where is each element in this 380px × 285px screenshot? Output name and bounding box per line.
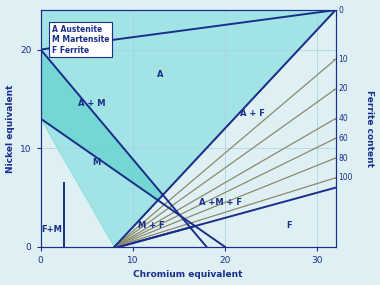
Text: 60: 60 bbox=[338, 134, 348, 143]
Text: 80: 80 bbox=[338, 154, 348, 162]
Text: A +M + F: A +M + F bbox=[199, 198, 242, 207]
Polygon shape bbox=[41, 50, 163, 200]
Text: 20: 20 bbox=[338, 84, 348, 93]
X-axis label: Chromium equivalent: Chromium equivalent bbox=[133, 270, 243, 280]
Text: 100: 100 bbox=[338, 173, 353, 182]
Text: 40: 40 bbox=[338, 114, 348, 123]
Text: 10: 10 bbox=[338, 55, 348, 64]
Y-axis label: Ferrite content: Ferrite content bbox=[366, 90, 374, 167]
Y-axis label: Nickel equivalent: Nickel equivalent bbox=[6, 84, 14, 173]
Text: F: F bbox=[287, 221, 292, 230]
Text: M: M bbox=[92, 158, 100, 168]
Text: A Austenite
M Martensite
F Ferrite: A Austenite M Martensite F Ferrite bbox=[52, 25, 109, 55]
Polygon shape bbox=[41, 10, 336, 247]
Text: A + F: A + F bbox=[240, 109, 265, 118]
Text: A + M: A + M bbox=[78, 99, 105, 108]
Text: F+M: F+M bbox=[41, 225, 62, 234]
Text: M + F: M + F bbox=[138, 221, 165, 230]
Text: 0: 0 bbox=[338, 5, 343, 15]
Text: A: A bbox=[157, 70, 164, 79]
